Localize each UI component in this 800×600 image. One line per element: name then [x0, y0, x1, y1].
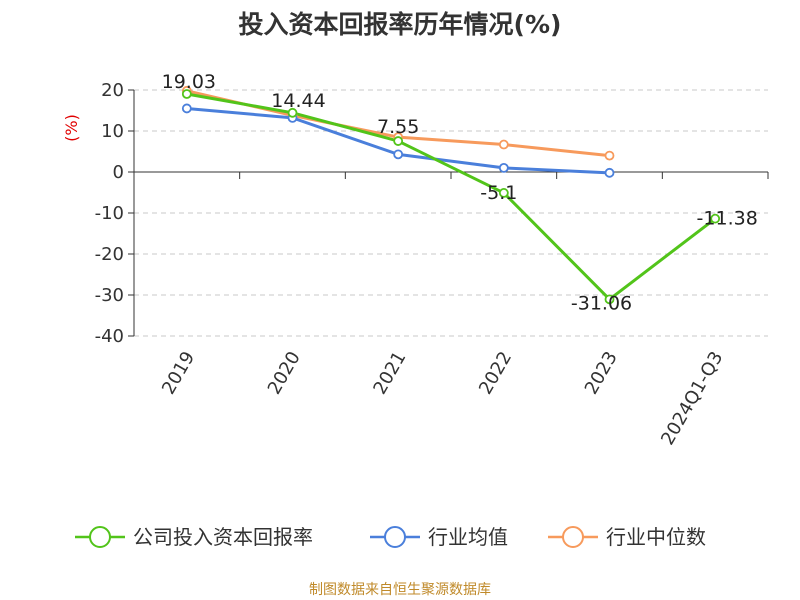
data-point: [181, 89, 192, 99]
x-tick-label: 2022: [475, 348, 516, 398]
data-label: 19.03: [162, 71, 216, 93]
y-tick-label: 0: [113, 162, 124, 183]
legend-label: 行业中位数: [606, 525, 706, 549]
data-point: [498, 139, 509, 150]
x-tick-label: 2023: [581, 348, 622, 398]
y-tick-label: -40: [95, 326, 124, 347]
data-point: [710, 213, 721, 224]
data-point: [604, 150, 615, 161]
y-tick-label: -20: [95, 244, 124, 265]
legend-marker: [384, 526, 406, 548]
legend-label: 公司投入资本回报率: [133, 525, 313, 549]
chart-title: 投入资本回报率历年情况(%): [239, 10, 562, 39]
y-tick-label: 20: [101, 80, 124, 101]
legend-label: 行业均值: [428, 525, 508, 549]
data-label: -5.1: [480, 182, 517, 204]
series-line: [186, 92, 717, 301]
data-point: [498, 162, 509, 173]
data-point: [498, 188, 509, 198]
data-point: [393, 136, 404, 146]
data-point: [393, 149, 404, 160]
source-note: 制图数据来自恒生聚源数据库: [309, 582, 491, 598]
data-point: [604, 167, 615, 178]
y-tick-label: -10: [95, 203, 124, 224]
legend-marker: [562, 526, 584, 548]
y-tick-label: 10: [101, 121, 124, 142]
data-label: 7.55: [377, 116, 419, 138]
legend-marker: [89, 526, 111, 548]
data-label: 14.44: [271, 90, 325, 112]
x-tick-label: 2019: [158, 348, 199, 398]
y-tick-label: -30: [95, 285, 124, 306]
data-point: [287, 107, 298, 118]
data-label: -31.06: [571, 292, 632, 314]
x-tick-label: 2024Q1-Q3: [657, 348, 727, 449]
data-point: [181, 103, 192, 114]
y-axis-label: (%): [62, 114, 81, 142]
x-tick-label: 2021: [369, 348, 410, 398]
x-tick-label: 2020: [264, 348, 305, 398]
data-label: -11.38: [697, 208, 758, 230]
data-point: [604, 294, 615, 305]
